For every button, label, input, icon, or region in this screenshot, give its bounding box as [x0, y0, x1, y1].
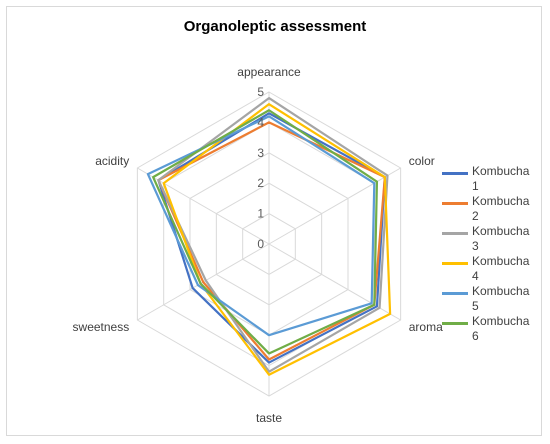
tick-label: 5: [257, 85, 264, 99]
legend-swatch: [442, 172, 468, 175]
tick-label: 4: [257, 115, 264, 129]
legend-item: Kombucha 4: [442, 254, 542, 284]
category-label: acidity: [95, 154, 129, 168]
legend-label: Kombucha 4: [472, 254, 530, 283]
legend-item: Kombucha 3: [442, 224, 542, 254]
legend-item: Kombucha 2: [442, 194, 542, 224]
radar-grid: [136, 91, 402, 397]
legend-swatch: [442, 322, 468, 325]
category-label: taste: [256, 411, 282, 425]
legend-label: Kombucha 6: [472, 314, 530, 343]
legend-label: Kombucha 1: [472, 164, 530, 193]
legend-swatch: [442, 202, 468, 205]
series-line: [157, 96, 389, 373]
chart-title: Organoleptic assessment: [183, 18, 367, 35]
legend-swatch: [442, 262, 468, 265]
legend-swatch: [442, 232, 468, 235]
tick-label: 0: [257, 237, 264, 251]
legend-label: Kombucha 5: [472, 284, 530, 313]
tick-label: 3: [257, 146, 264, 160]
legend-item: Kombucha 1: [442, 164, 542, 194]
radar-labels: 0 1 2 3 4 5 appearance color aroma taste sweetness…: [73, 65, 444, 425]
tick-label: 1: [257, 207, 264, 221]
series-line: [146, 115, 376, 337]
legend-item: Kombucha 6: [442, 314, 542, 344]
category-label: aroma: [409, 320, 443, 334]
axis-spoke: [268, 167, 401, 245]
category-label: appearance: [237, 65, 301, 79]
legend-label: Kombucha 3: [472, 224, 530, 253]
legend-item: Kombucha 5: [442, 284, 542, 314]
series-line: [162, 103, 392, 376]
radar-series-layer: [146, 96, 392, 376]
axis-spoke: [137, 167, 270, 245]
series-line: [152, 109, 379, 355]
chart-legend: Kombucha 1 Kombucha 2 Kombucha 3 Kombucha 4…: [442, 164, 542, 344]
chart-area: [6, 6, 542, 436]
legend-swatch: [442, 292, 468, 295]
tick-label: 2: [257, 176, 264, 190]
legend-label: Kombucha 2: [472, 194, 530, 223]
category-label: sweetness: [73, 320, 130, 334]
category-label: color: [409, 154, 435, 168]
